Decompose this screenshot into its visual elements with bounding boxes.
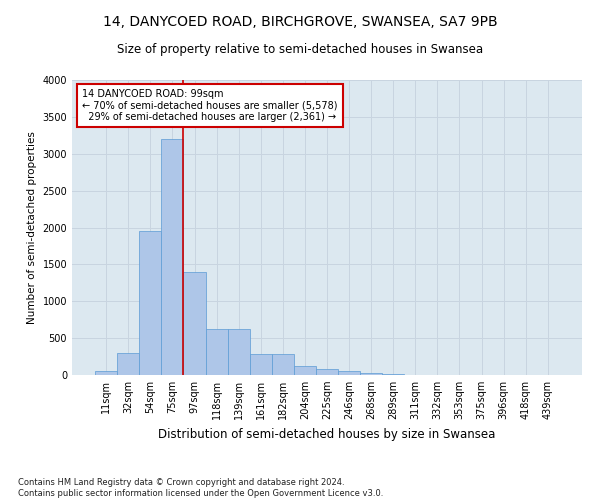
Bar	[161, 139, 184, 375]
Text: 14 DANYCOED ROAD: 99sqm
← 70% of semi-detached houses are smaller (5,578)
  29% : 14 DANYCOED ROAD: 99sqm ← 70% of semi-de…	[82, 89, 338, 122]
Bar	[227, 328, 250, 375]
Text: 14, DANYCOED ROAD, BIRCHGROVE, SWANSEA, SA7 9PB: 14, DANYCOED ROAD, BIRCHGROVE, SWANSEA, …	[103, 15, 497, 29]
X-axis label: Distribution of semi-detached houses by size in Swansea: Distribution of semi-detached houses by …	[158, 428, 496, 440]
Y-axis label: Number of semi-detached properties: Number of semi-detached properties	[27, 131, 37, 324]
Text: Size of property relative to semi-detached houses in Swansea: Size of property relative to semi-detach…	[117, 42, 483, 56]
Bar	[316, 369, 338, 375]
Bar	[360, 373, 382, 375]
Text: Contains HM Land Registry data © Crown copyright and database right 2024.
Contai: Contains HM Land Registry data © Crown c…	[18, 478, 383, 498]
Bar	[139, 231, 161, 375]
Bar	[272, 354, 294, 375]
Bar	[382, 374, 404, 375]
Bar	[206, 328, 227, 375]
Bar	[338, 372, 360, 375]
Bar	[95, 372, 117, 375]
Bar	[294, 366, 316, 375]
Bar	[184, 272, 206, 375]
Bar	[117, 353, 139, 375]
Bar	[250, 354, 272, 375]
